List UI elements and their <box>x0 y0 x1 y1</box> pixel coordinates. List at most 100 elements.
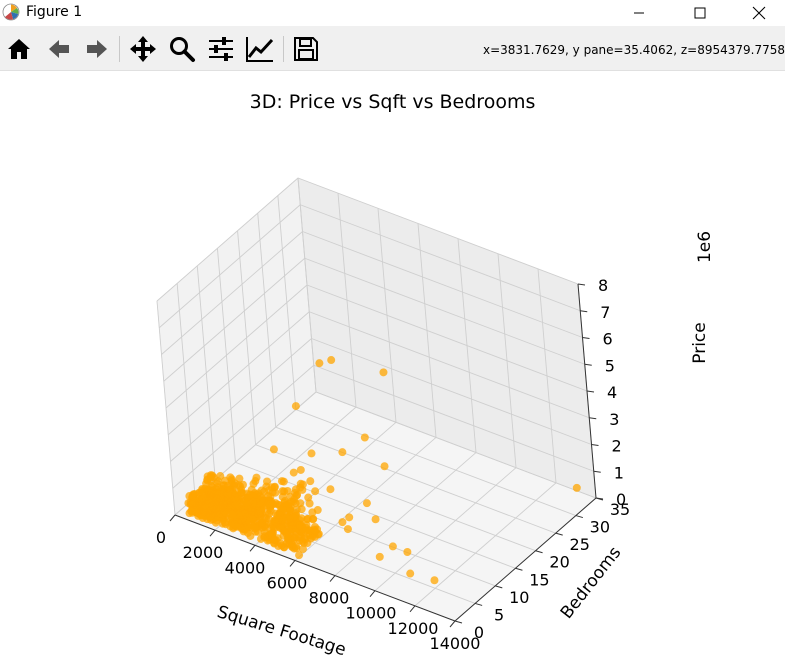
data-point <box>289 468 298 477</box>
data-point <box>230 501 239 510</box>
y-tick <box>454 620 463 624</box>
z-gridline <box>161 231 303 355</box>
y-tick-label: 10 <box>509 588 529 607</box>
y-tick <box>575 515 583 519</box>
data-point <box>276 523 285 532</box>
y-tick <box>515 567 523 571</box>
data-point <box>268 488 277 497</box>
data-point <box>282 529 291 538</box>
x-gridline <box>334 452 477 576</box>
z-tick-label: 8 <box>598 276 608 295</box>
zoom-button[interactable] <box>167 34 197 64</box>
z-gridline <box>163 257 306 382</box>
maximize-button[interactable] <box>677 0 723 26</box>
z-tick <box>582 337 590 339</box>
data-point <box>226 509 235 518</box>
z-gridline <box>165 284 308 409</box>
data-point <box>257 494 266 503</box>
data-point <box>430 576 439 585</box>
z-tick-label: 0 <box>616 490 626 509</box>
data-point <box>327 356 336 365</box>
data-point <box>213 483 222 492</box>
x-tick-label: 6000 <box>267 573 308 592</box>
z-gridline <box>313 364 594 472</box>
data-point <box>213 503 222 512</box>
z-offset-label: 1e6 <box>695 231 715 263</box>
data-point <box>379 368 388 377</box>
figure-canvas[interactable]: 3D: Price vs Sqft vs Bedrooms 0 2000 4000 6… <box>0 71 785 665</box>
data-point <box>249 492 258 501</box>
data-point <box>326 485 335 494</box>
z-tick-label: 3 <box>609 410 619 429</box>
window-titlebar: Figure 1 <box>0 0 785 26</box>
close-button[interactable] <box>736 0 782 26</box>
data-point <box>260 527 269 536</box>
sliders-icon <box>209 37 233 61</box>
z-tick <box>591 444 599 446</box>
data-point <box>308 515 317 524</box>
z-gridline <box>167 311 310 436</box>
z-tick-label: 4 <box>607 383 617 402</box>
z-tick-label: 1 <box>614 463 624 482</box>
data-point <box>291 402 300 411</box>
subplots-button[interactable] <box>206 34 236 64</box>
data-point <box>197 488 206 497</box>
scatter-3d-plot: 0200040006000800010000120001400005101520… <box>156 177 715 660</box>
data-point <box>283 486 292 495</box>
data-point <box>296 479 305 488</box>
toolbar-separator <box>119 36 120 62</box>
data-point <box>244 498 253 507</box>
z-gridline <box>302 231 583 338</box>
data-point <box>295 551 304 560</box>
x-tick-label: 4000 <box>225 558 266 577</box>
x-axis-line <box>174 514 456 622</box>
data-point <box>313 506 322 515</box>
z-tick <box>580 310 588 313</box>
data-point <box>197 495 206 504</box>
data-point <box>403 548 412 557</box>
pan-button[interactable] <box>128 34 158 64</box>
data-point <box>343 525 352 534</box>
x-tick-label: 8000 <box>309 589 350 608</box>
data-point <box>200 507 209 516</box>
y-tick <box>475 602 483 606</box>
save-button[interactable] <box>291 34 321 64</box>
data-point <box>237 485 246 494</box>
z-gridline <box>170 338 312 462</box>
move-icon <box>130 36 156 62</box>
x-tick-label: 12000 <box>388 619 439 638</box>
data-point <box>388 542 397 551</box>
data-point <box>262 520 271 529</box>
data-point <box>298 545 307 554</box>
minimize-button[interactable] <box>616 0 662 26</box>
z-gridline <box>172 364 315 489</box>
home-button[interactable] <box>4 34 34 64</box>
data-point <box>292 544 301 553</box>
data-point <box>306 477 315 486</box>
x-gridline <box>414 482 557 607</box>
edit-axes-button[interactable] <box>245 34 275 64</box>
data-point <box>238 514 247 523</box>
y-tick <box>495 585 503 589</box>
forward-button[interactable] <box>82 34 112 64</box>
data-point <box>291 526 300 535</box>
data-point <box>279 543 288 552</box>
back-button[interactable] <box>44 34 74 64</box>
y-gridline <box>295 409 577 516</box>
z-tick-label: 7 <box>600 303 610 322</box>
y-axis-line <box>454 497 597 622</box>
data-point <box>360 433 369 442</box>
chart-title: 3D: Price vs Sqft vs Bedrooms <box>249 91 536 113</box>
minimize-icon <box>634 12 644 14</box>
y-tick <box>535 550 543 554</box>
data-point <box>572 483 581 492</box>
data-point <box>375 552 384 561</box>
data-point <box>302 520 311 529</box>
y-tick <box>555 532 563 536</box>
data-point <box>221 476 230 485</box>
data-point <box>245 517 254 526</box>
data-point <box>362 499 371 508</box>
y-tick-label: 30 <box>590 518 610 537</box>
data-point <box>262 514 271 523</box>
x-gridline <box>374 467 517 592</box>
